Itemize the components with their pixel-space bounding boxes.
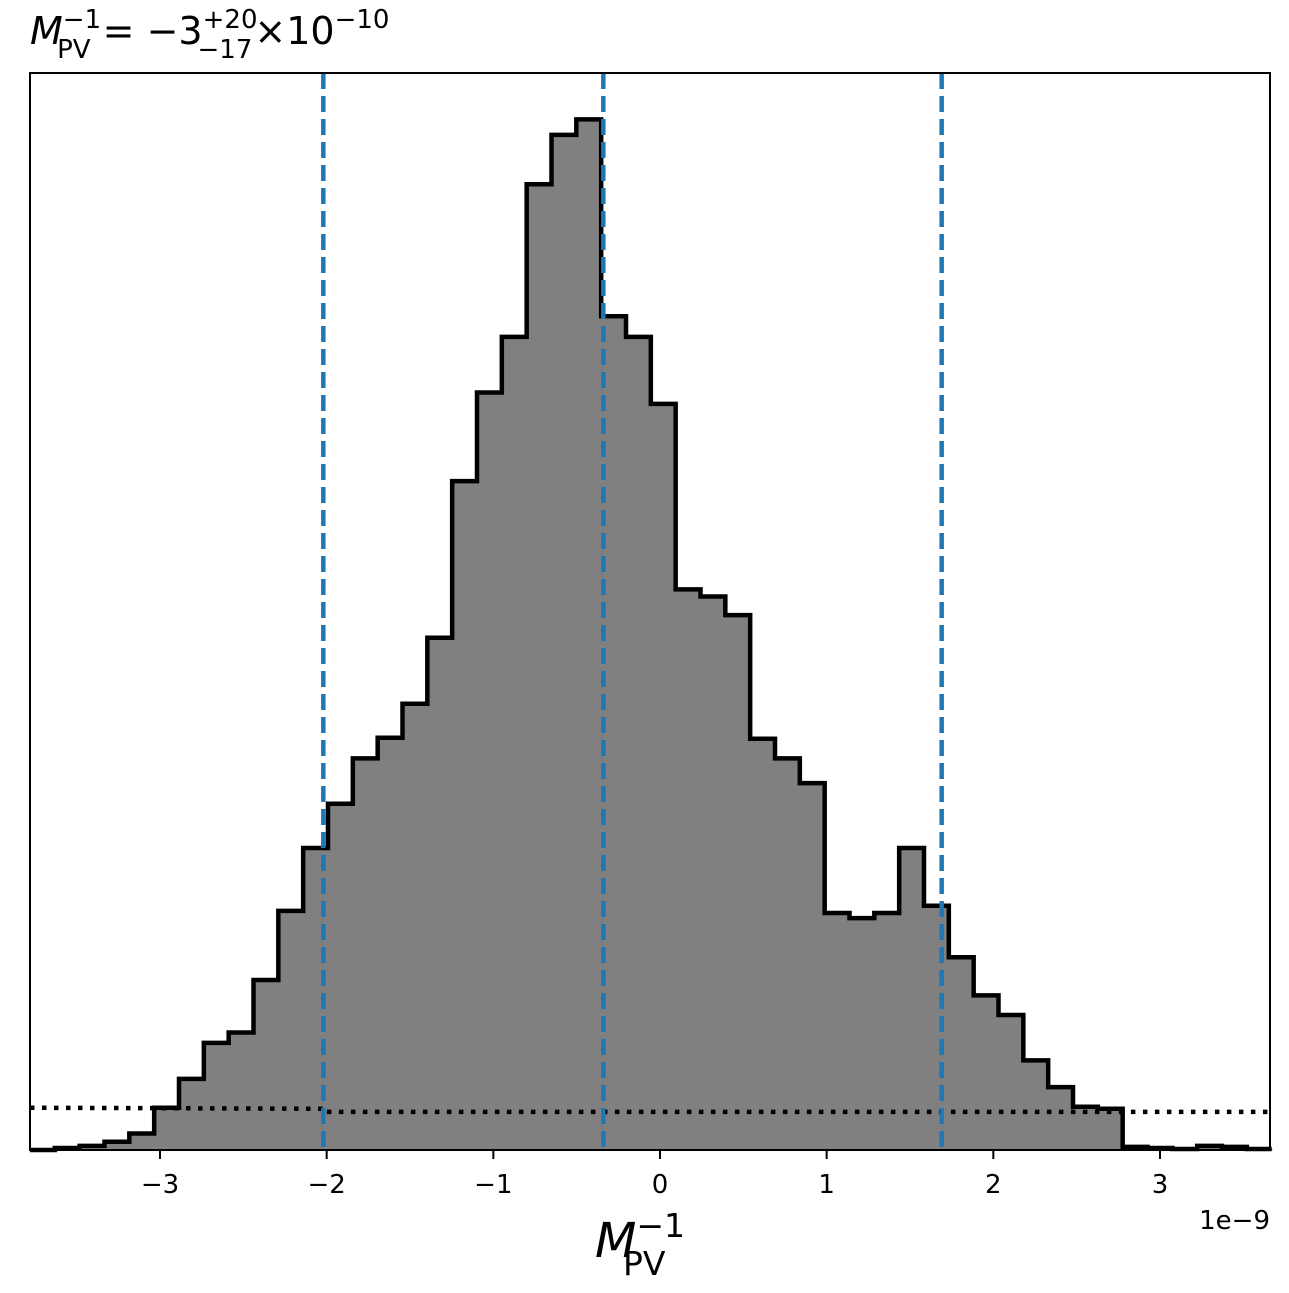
histogram-bar	[551, 134, 577, 1151]
prior-layer	[29, 1105, 1270, 1115]
histogram-bar	[824, 912, 850, 1151]
histogram-bar	[725, 614, 751, 1151]
axes-frame	[29, 72, 1271, 1151]
histogram-bar	[153, 1107, 180, 1151]
histogram-bar	[427, 637, 453, 1151]
histogram-bar	[973, 995, 999, 1151]
histogram-bar	[129, 1133, 155, 1151]
histogram-bar	[501, 336, 527, 1151]
x-tick-label: 2	[985, 1170, 1002, 1200]
histogram-bar	[849, 917, 875, 1151]
x-tick-label: −1	[474, 1170, 512, 1200]
histogram-bars	[30, 117, 1273, 1153]
histogram-bar	[476, 392, 503, 1151]
histogram-bar	[278, 910, 304, 1151]
histogram-bar	[749, 738, 776, 1151]
histogram-bar	[774, 758, 801, 1151]
histogram-bar	[228, 1032, 254, 1151]
x-axis-ticks: −3 −2 −1 0 1 2 3	[141, 1150, 1168, 1200]
histogram-bar	[625, 336, 652, 1151]
histogram-bar	[874, 912, 900, 1151]
histogram-bar	[327, 803, 354, 1151]
quantile-lines	[321, 73, 944, 1150]
histogram-bar	[998, 1014, 1024, 1151]
histogram-bar	[700, 596, 726, 1151]
x-tick-label: −2	[308, 1170, 346, 1200]
histogram-bar	[402, 703, 428, 1151]
x-tick-label: 0	[652, 1170, 669, 1200]
histogram-bar	[948, 956, 974, 1151]
histogram-bar	[650, 403, 676, 1151]
histogram-bar	[799, 782, 825, 1151]
histogram-bar	[526, 184, 552, 1151]
x-tick-label: −3	[141, 1170, 179, 1200]
axis-offset-text: 1e−9	[1199, 1206, 1270, 1236]
histogram-bar	[1097, 1108, 1123, 1151]
x-tick-label: 1	[818, 1170, 835, 1200]
histogram-bar	[203, 1042, 229, 1151]
histogram-bar	[1023, 1060, 1049, 1151]
chart-title: M−1 PV = −3+20 −17×10−10	[30, 5, 389, 65]
x-axis-label: M−1 PV	[595, 1206, 685, 1283]
x-tick-label: 3	[1152, 1170, 1169, 1200]
histogram-bar	[377, 737, 403, 1151]
prior-line	[29, 1105, 1270, 1115]
histogram-bar	[253, 979, 279, 1151]
histogram-bar	[675, 589, 701, 1151]
histogram-bar	[178, 1078, 205, 1151]
histogram-outline	[30, 117, 1273, 1153]
histogram-bar	[898, 847, 925, 1151]
histogram-bar	[451, 480, 478, 1151]
histogram-bar	[576, 119, 602, 1151]
histogram-bar	[352, 758, 378, 1151]
histogram-bar	[1047, 1086, 1074, 1151]
